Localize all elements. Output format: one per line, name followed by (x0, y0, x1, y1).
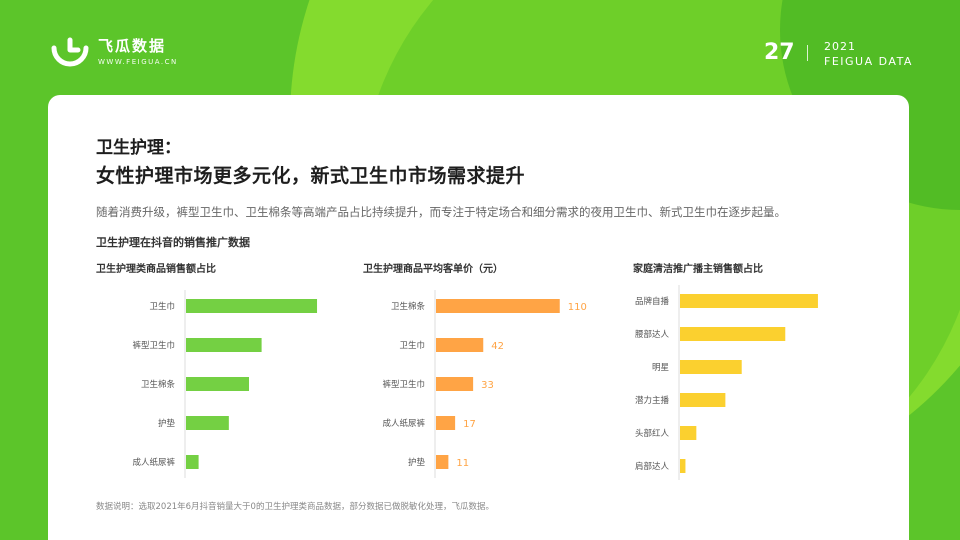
category-label: 卫生棉条 (391, 301, 426, 312)
bar (436, 338, 484, 352)
bar (186, 455, 199, 469)
category-label: 品牌自播 (635, 296, 670, 307)
chart-title: 卫生护理类商品销售额占比 (96, 264, 216, 275)
logo: 飞瓜数据 WWW.FEIGUA.CN (50, 36, 178, 68)
bar (680, 426, 697, 440)
bar (680, 294, 818, 308)
bar (436, 455, 449, 469)
category-label: 腰部达人 (635, 329, 670, 340)
category-label: 潜力主播 (635, 395, 670, 406)
category-label: 成人纸尿裤 (132, 457, 175, 468)
page-subtitle: 女性护理市场更多元化，新式卫生巾市场需求提升 (96, 165, 526, 187)
bar (186, 299, 318, 313)
brand-name-en: FEIGUA DATA (824, 55, 913, 68)
category-label: 护垫 (408, 457, 426, 468)
bar (680, 360, 742, 374)
category-label: 卫生棉条 (141, 379, 176, 390)
footnote: 数据说明：选取2021年6月抖音销量大于0的卫生护理类商品数据，部分数据已做脱敏… (96, 502, 494, 512)
header: 飞瓜数据 WWW.FEIGUA.CN 27 2021 FEIGUA DATA (0, 0, 960, 90)
bar (186, 377, 249, 391)
bar (436, 416, 456, 430)
bar (436, 299, 560, 313)
category-label: 肩部达人 (635, 461, 670, 472)
category-label: 裤型卫生巾 (132, 340, 175, 351)
category-label: 护垫 (158, 418, 176, 429)
bar (436, 377, 474, 391)
category-label: 卫生巾 (399, 340, 425, 351)
chart-title: 家庭清洁推广播主销售额占比 (633, 264, 763, 275)
chart-title: 卫生护理商品平均客单价（元） (363, 264, 503, 275)
data-label: 33 (481, 380, 494, 391)
bar (680, 393, 726, 407)
bar (680, 459, 686, 473)
category-label: 头部红人 (635, 428, 670, 439)
divider (807, 45, 808, 61)
data-label: 11 (456, 458, 469, 469)
bar (680, 327, 786, 341)
brand-url: WWW.FEIGUA.CN (98, 58, 178, 66)
data-label: 110 (568, 302, 587, 313)
page-number: 27 (764, 40, 795, 65)
logo-text: 飞瓜数据 WWW.FEIGUA.CN (98, 37, 178, 67)
bar (186, 338, 262, 352)
brand-year: 2021 (824, 40, 856, 53)
section-title: 卫生护理在抖音的销售推广数据 (96, 236, 250, 249)
brand-name: 飞瓜数据 (98, 37, 167, 55)
category-label: 明星 (652, 363, 669, 373)
category-label: 裤型卫生巾 (382, 379, 425, 390)
feigua-logo-icon (51, 37, 89, 67)
page-title: 卫生护理： (96, 138, 181, 158)
data-label: 42 (491, 341, 504, 352)
category-label: 成人纸尿裤 (382, 418, 425, 429)
data-label: 17 (463, 419, 476, 430)
description: 随着消费升级，裤型卫生巾、卫生棉条等高端产品占比持续提升，而专注于特定场合和细分… (96, 205, 786, 219)
bar (186, 416, 229, 430)
category-label: 卫生巾 (149, 301, 175, 312)
